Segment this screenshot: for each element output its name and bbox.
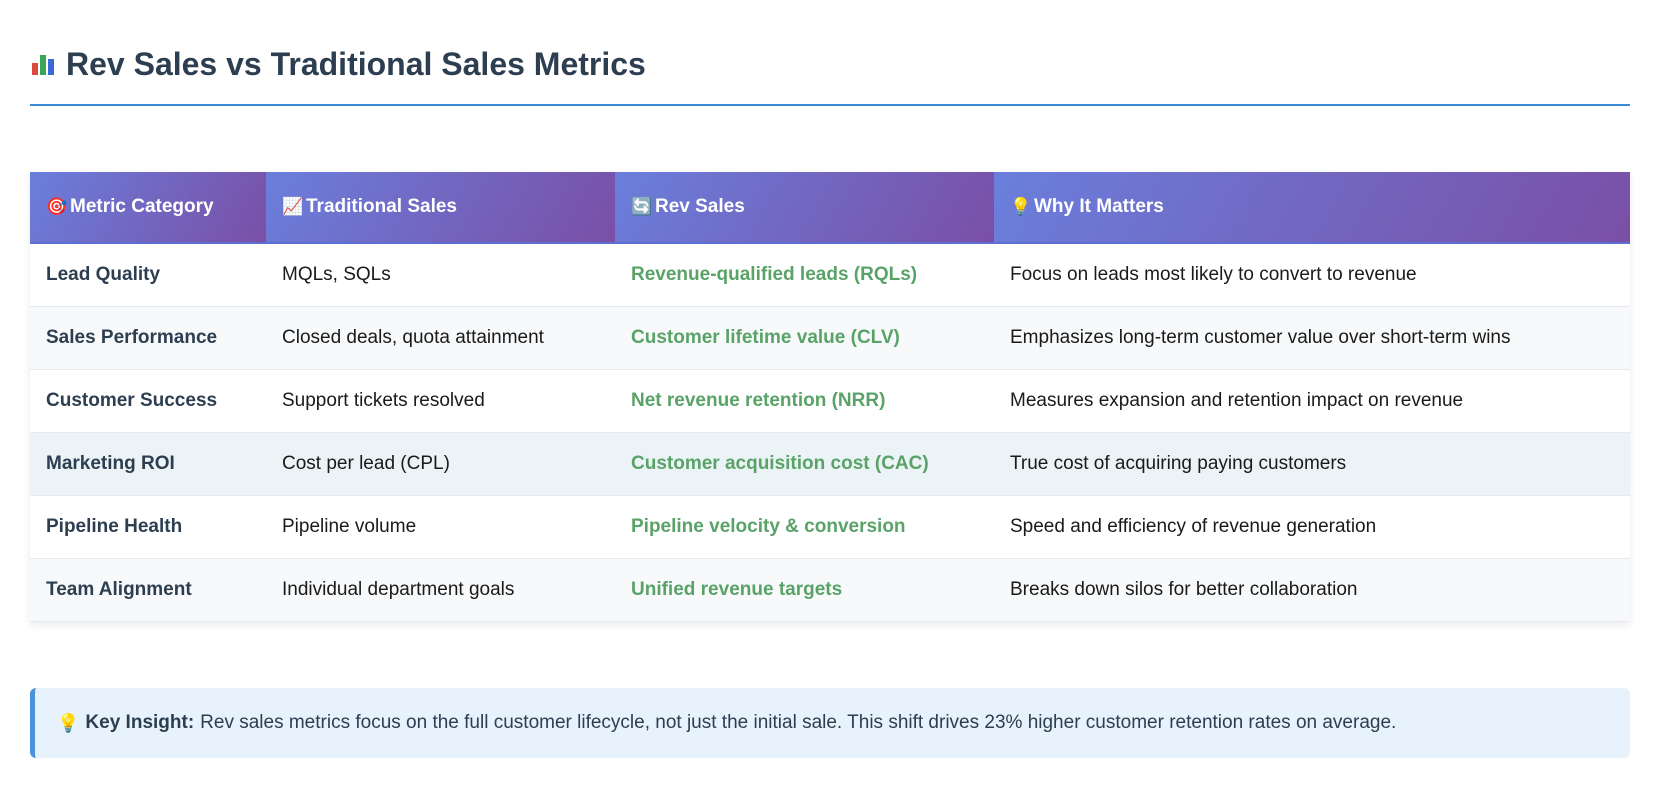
column-header-rev-sales: 🔄 Rev Sales (615, 172, 994, 244)
cell-traditional: Support tickets resolved (282, 389, 485, 411)
cell-rev: Pipeline velocity & conversion (631, 515, 906, 537)
table-row: Team Alignment Individual department goa… (30, 558, 1630, 621)
cell-rev: Unified revenue targets (631, 578, 843, 600)
key-insight-text: Rev sales metrics focus on the full cust… (200, 712, 1397, 733)
cell-category: Team Alignment (46, 578, 192, 600)
cell-category: Customer Success (46, 389, 218, 411)
page-title-text: Rev Sales vs Traditional Sales Metrics (66, 46, 646, 82)
lightbulb-icon: 💡 (57, 712, 80, 733)
cell-why: Focus on leads most likely to convert to… (1010, 263, 1417, 285)
cell-rev: Customer lifetime value (CLV) (631, 326, 900, 348)
refresh-icon: 🔄 (631, 197, 653, 216)
cell-category: Pipeline Health (46, 515, 183, 537)
cell-traditional: Individual department goals (282, 578, 515, 600)
title-bar: Rev Sales vs Traditional Sales Metrics (30, 0, 1630, 106)
cell-category: Lead Quality (46, 263, 161, 285)
table-row: Lead Quality MQLs, SQLs Revenue-qualifie… (30, 243, 1630, 306)
page-title: Rev Sales vs Traditional Sales Metrics (30, 44, 646, 84)
cell-why: Emphasizes long-term customer value over… (1010, 326, 1511, 348)
column-header-traditional-sales: 📈 Traditional Sales (266, 172, 615, 244)
bar-chart-icon (30, 50, 58, 78)
cell-why: Speed and efficiency of revenue generati… (1010, 515, 1377, 537)
table-row: Customer Success Support tickets resolve… (30, 369, 1630, 432)
cell-traditional: Cost per lead (CPL) (282, 452, 450, 474)
cell-rev: Net revenue retention (NRR) (631, 389, 886, 411)
cell-rev: Revenue-qualified leads (RQLs) (631, 263, 918, 285)
cell-why: True cost of acquiring paying customers (1010, 452, 1347, 474)
table-row-highlighted: Marketing ROI Cost per lead (CPL) Custom… (30, 432, 1630, 495)
column-header-metric-category: 🎯 Metric Category (30, 172, 266, 244)
lightbulb-icon: 💡 (1010, 197, 1032, 216)
table-header-row: 🎯 Metric Category 📈 Traditional Sales 🔄 Rev… (30, 172, 1630, 244)
cell-rev: Customer acquisition cost (CAC) (631, 452, 929, 474)
key-insight-label: Key Insight: (85, 712, 195, 733)
cell-traditional: Pipeline volume (282, 515, 417, 537)
trend-up-icon: 📈 (282, 197, 304, 216)
cell-traditional: Closed deals, quota attainment (282, 326, 544, 348)
cell-why: Breaks down silos for better collaborati… (1010, 578, 1358, 600)
cell-why: Measures expansion and retention impact … (1010, 389, 1464, 411)
column-header-why-it-matters: 💡 Why It Matters (994, 172, 1630, 244)
table-row: Sales Performance Closed deals, quota at… (30, 306, 1630, 369)
cell-traditional: MQLs, SQLs (282, 263, 391, 285)
key-insight-callout: 💡 Key Insight: Rev sales metrics focus o… (30, 688, 1630, 758)
table-row: Pipeline Health Pipeline volume Pipeline… (30, 495, 1630, 558)
cell-category: Sales Performance (46, 326, 218, 348)
metrics-table: 🎯 Metric Category 📈 Traditional Sales 🔄 Rev… (30, 172, 1630, 622)
cell-category: Marketing ROI (46, 452, 175, 474)
target-icon: 🎯 (46, 197, 68, 216)
